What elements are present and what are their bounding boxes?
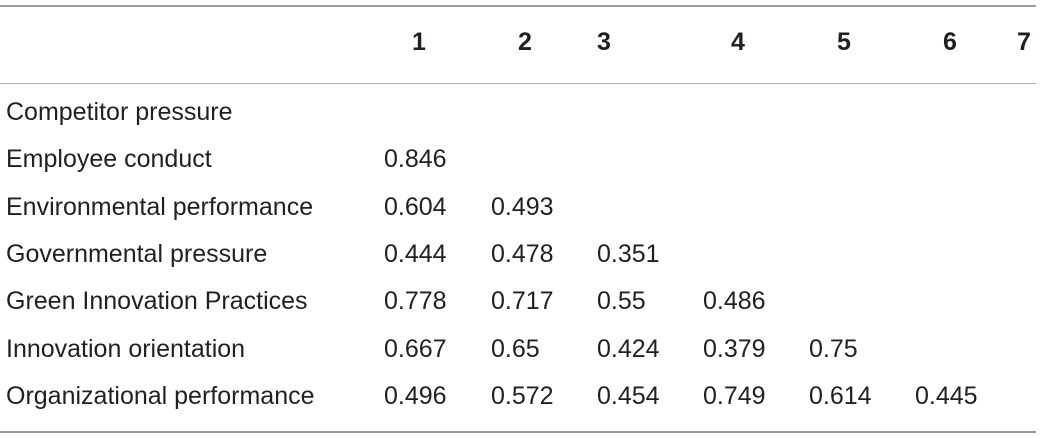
table-cell: 0.749 bbox=[703, 382, 766, 410]
table-cell: 0.778 bbox=[384, 287, 447, 315]
table-cell: 0.55 bbox=[597, 287, 646, 315]
table-cell: 0.486 bbox=[703, 287, 766, 315]
table-cell: 0.445 bbox=[915, 382, 978, 410]
table-top-rule bbox=[0, 5, 1036, 7]
row-label: Environmental performance bbox=[6, 193, 314, 221]
table-cell: 0.444 bbox=[384, 240, 447, 268]
table-cell: 0.493 bbox=[491, 193, 554, 221]
table-cell: 0.65 bbox=[491, 335, 540, 363]
table-cell: 0.496 bbox=[384, 382, 447, 410]
table-cell: 0.351 bbox=[597, 240, 660, 268]
table-cell: 0.572 bbox=[491, 382, 554, 410]
column-header-6: 6 bbox=[943, 28, 957, 56]
table-cell: 0.614 bbox=[809, 382, 872, 410]
table-cell: 0.717 bbox=[491, 287, 554, 315]
table-header-rule bbox=[0, 83, 1036, 84]
table-cell: 0.75 bbox=[809, 335, 858, 363]
table-cell: 0.379 bbox=[703, 335, 766, 363]
row-label: Innovation orientation bbox=[6, 335, 246, 363]
row-label: Employee conduct bbox=[6, 145, 212, 173]
column-header-5: 5 bbox=[837, 28, 851, 56]
table-bottom-rule bbox=[0, 431, 1036, 433]
row-label: Organizational performance bbox=[6, 382, 315, 410]
table-cell: 0.478 bbox=[491, 240, 554, 268]
table-cell: 0.667 bbox=[384, 335, 447, 363]
column-header-4: 4 bbox=[731, 28, 745, 56]
table-cell: 0.454 bbox=[597, 382, 660, 410]
column-header-1: 1 bbox=[412, 28, 426, 56]
table-cell: 0.604 bbox=[384, 193, 447, 221]
row-label: Governmental pressure bbox=[6, 240, 268, 268]
row-label: Green Innovation Practices bbox=[6, 287, 308, 315]
row-label: Competitor pressure bbox=[6, 98, 233, 126]
column-header-3: 3 bbox=[597, 28, 611, 56]
table-cell: 0.424 bbox=[597, 335, 660, 363]
column-header-2: 2 bbox=[518, 28, 532, 56]
column-header-7: 7 bbox=[1017, 28, 1031, 56]
table-cell: 0.846 bbox=[384, 145, 447, 173]
